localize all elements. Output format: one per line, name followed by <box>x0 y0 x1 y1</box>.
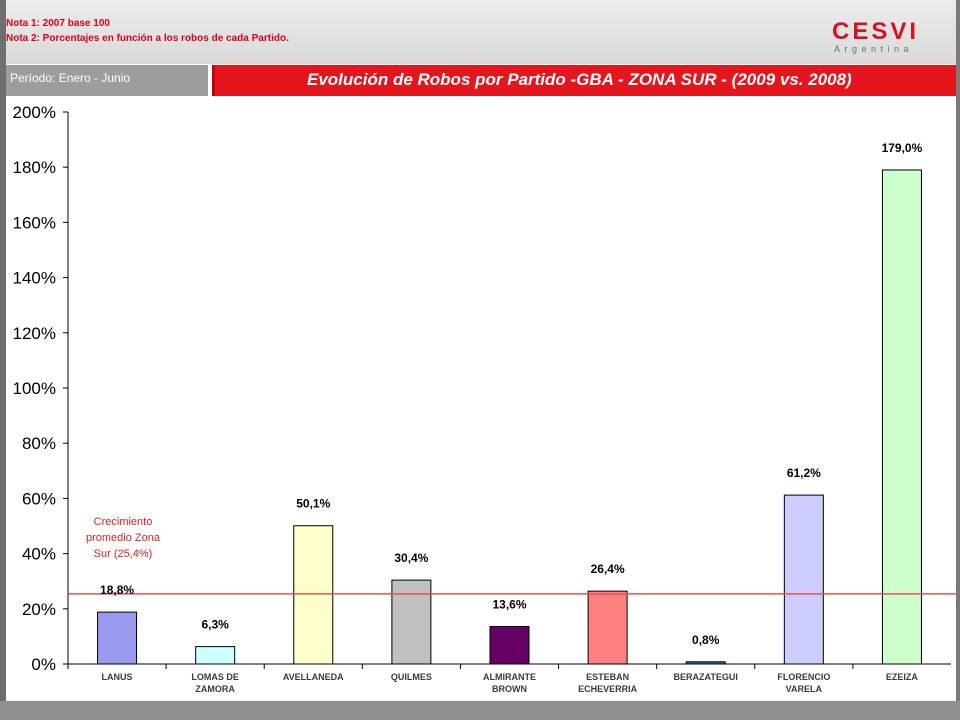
x-category-label: AVELLANEDA <box>283 672 344 682</box>
x-category-label: VARELA <box>786 684 823 694</box>
bar-value-label: 26,4% <box>591 562 625 576</box>
average-reference: Crecimiento promedio Zona Sur (25,4%) <box>68 516 956 595</box>
y-tick-label: 60% <box>22 489 56 508</box>
x-category-label: BERAZATEGUI <box>674 672 738 682</box>
chart-bars <box>97 169 922 665</box>
header-band <box>6 0 956 64</box>
y-tick-label: 160% <box>13 213 56 232</box>
bar-value-label: 6,3% <box>201 618 229 632</box>
x-category-label: EZEIZA <box>886 672 919 682</box>
bar <box>881 169 922 665</box>
y-tick-label: 100% <box>13 379 56 398</box>
cesvi-logo: CESVI Argentina <box>832 20 924 56</box>
average-annotation: promedio Zona <box>86 532 161 544</box>
x-category-label: LANUS <box>102 672 133 682</box>
chart-title: Evolución de Robos por Partido -GBA - ZO… <box>307 70 852 89</box>
bar <box>293 525 334 665</box>
bar <box>685 661 726 665</box>
bar <box>195 646 236 665</box>
y-tick-label: 80% <box>22 434 56 453</box>
x-category-label: ZAMORA <box>195 684 235 694</box>
bar <box>97 611 138 665</box>
y-tick-label: 20% <box>22 600 56 619</box>
chart-labels: 18,8% LANUS 6,3% LOMAS DE ZAMORA 50,1% AVELLAN… <box>100 141 923 694</box>
y-tick-label: 200% <box>13 103 56 122</box>
title-bar: Evolución de Robos por Partido -GBA - ZO… <box>212 65 956 96</box>
average-annotation: Crecimiento <box>94 516 153 528</box>
average-annotation: Sur (25,4%) <box>94 548 153 560</box>
y-tick-label: 40% <box>22 545 56 564</box>
bar-value-label: 61,2% <box>787 466 821 480</box>
y-tick-label: 0% <box>31 655 56 674</box>
x-category-label: QUILMES <box>391 672 432 682</box>
y-tick-label: 140% <box>13 269 56 288</box>
period-label: Período: Enero - Junio <box>6 65 208 96</box>
logo-wordmark: CESVI <box>832 18 920 45</box>
bar-value-label: 50,1% <box>296 497 330 511</box>
x-category-label: LOMAS DE <box>191 672 239 682</box>
x-category-label: ECHEVERRIA <box>578 684 638 694</box>
logo-subtitle: Argentina <box>834 44 914 54</box>
x-category-label: ESTEBAN <box>586 672 629 682</box>
note-1: Nota 1: 2007 base 100 <box>6 18 110 29</box>
bar-value-label: 0,8% <box>692 633 720 647</box>
footer-bar <box>0 701 960 720</box>
bar-value-label: 13,6% <box>492 597 526 611</box>
bar-value-label: 18,8% <box>100 583 134 597</box>
bar-value-label: 30,4% <box>394 551 428 565</box>
y-tick-label: 180% <box>13 158 56 177</box>
x-category-label: BROWN <box>492 684 527 694</box>
bar-value-label: 179,0% <box>882 141 923 155</box>
x-category-label: ALMIRANTE <box>483 672 536 682</box>
y-tick-label: 120% <box>13 324 56 343</box>
note-2: Nota 2: Porcentajes en función a los rob… <box>6 33 289 44</box>
bar <box>391 579 432 665</box>
bar <box>783 494 824 665</box>
x-category-label: FLORENCIO <box>777 672 830 682</box>
bar <box>587 590 628 665</box>
bar <box>489 625 530 665</box>
